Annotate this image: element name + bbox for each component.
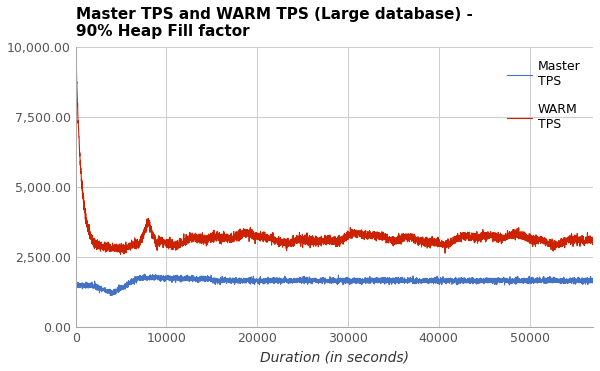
- WARM
TPS: [117, 252, 124, 257]
- WARM
TPS: [566, 239, 574, 243]
- Master
TPS: [72, 282, 79, 286]
- Master
TPS: [131, 276, 138, 280]
- X-axis label: Duration (in seconds): Duration (in seconds): [260, 350, 409, 364]
- Line: Master
TPS: Master TPS: [76, 274, 593, 296]
- Master
TPS: [140, 272, 148, 276]
- Legend: Master
TPS, WARM
TPS: Master TPS, WARM TPS: [500, 54, 587, 137]
- Master
TPS: [247, 278, 254, 282]
- WARM
TPS: [589, 237, 596, 242]
- Master
TPS: [328, 278, 335, 282]
- Master
TPS: [107, 293, 114, 298]
- Master
TPS: [566, 276, 574, 280]
- WARM
TPS: [247, 233, 254, 237]
- WARM
TPS: [131, 236, 138, 240]
- WARM
TPS: [328, 238, 335, 243]
- WARM
TPS: [514, 228, 521, 232]
- WARM
TPS: [373, 232, 380, 237]
- Master
TPS: [589, 278, 596, 282]
- Text: Master TPS and WARM TPS (Large database) -
90% Heap Fill factor: Master TPS and WARM TPS (Large database)…: [76, 7, 473, 39]
- Master
TPS: [514, 274, 521, 279]
- Master
TPS: [373, 278, 380, 282]
- Line: WARM
TPS: WARM TPS: [76, 47, 593, 255]
- WARM
TPS: [72, 45, 79, 50]
